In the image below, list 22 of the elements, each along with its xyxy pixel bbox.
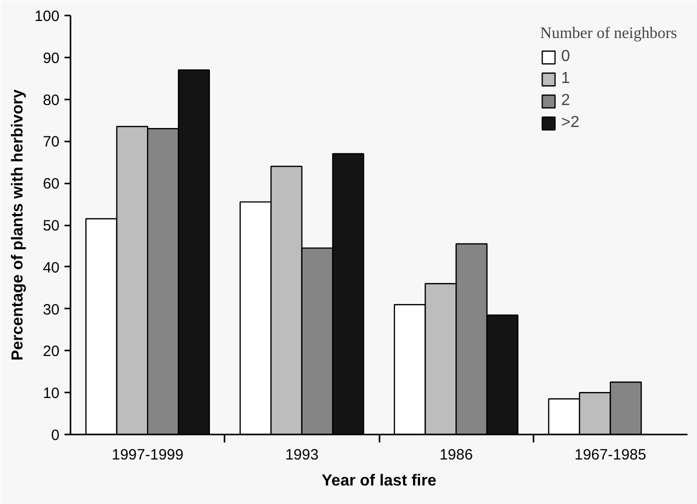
y-axis-title: Percentage of plants with herbivory [9,89,26,361]
y-tick-label: 0 [51,427,60,444]
y-tick-label: 90 [42,50,60,67]
y-tick-label: 80 [42,92,60,109]
legend-title: Number of neighbors [540,25,677,43]
legend-label: >2 [561,114,580,132]
y-tick-label: 30 [42,301,60,318]
x-tick-label: 1967-1985 [574,446,646,464]
y-tick-label: 100 [34,8,60,25]
x-axis-title: Year of last fire [322,472,436,490]
y-tick-label: 20 [42,343,60,360]
x-tick-label: 1986 [439,446,473,464]
legend-label: 0 [561,48,572,66]
x-tick-label: 1993 [285,446,319,464]
y-tick-label: 10 [42,385,60,402]
y-tick-label: 60 [42,176,60,193]
legend-label: 1 [561,70,572,88]
x-tick-label: 1997-1999 [112,446,184,464]
legend-label: 2 [561,92,572,110]
y-tick-label: 50 [42,218,60,234]
y-tick-label: 70 [42,134,60,151]
y-tick-label: 40 [42,259,60,276]
